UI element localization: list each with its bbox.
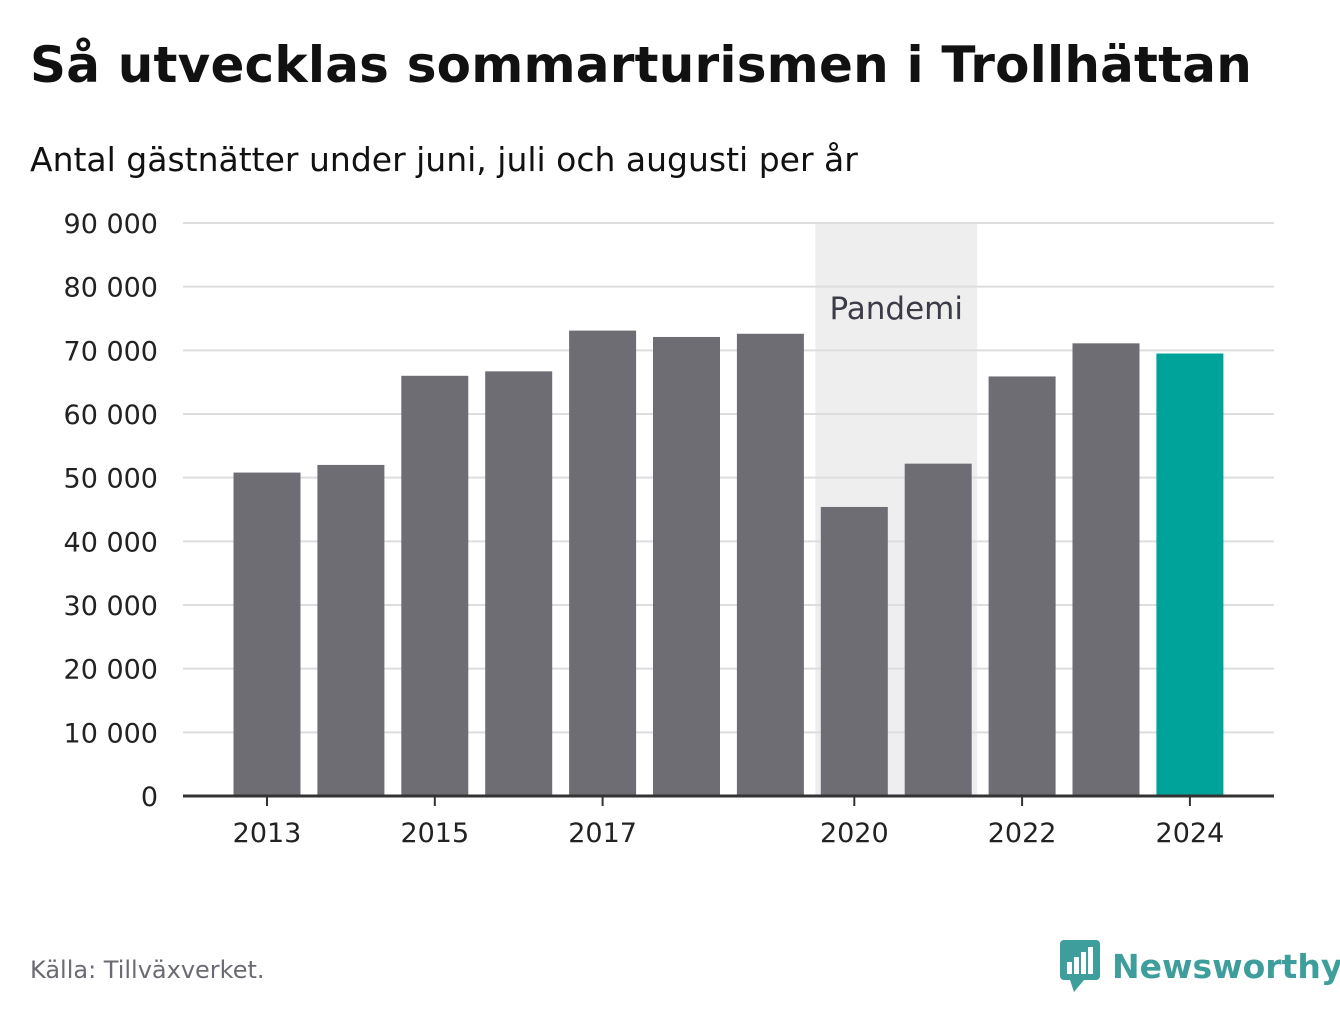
pandemic-label: Pandemi (829, 291, 963, 327)
y-tick-label: 20 000 (64, 655, 158, 686)
y-tick-label: 40 000 (64, 527, 158, 558)
bar-2014 (317, 465, 384, 796)
brand-logo: Newsworthy (1060, 940, 1340, 992)
y-tick-label: 10 000 (64, 718, 158, 749)
y-tick-label: 80 000 (64, 273, 158, 304)
x-tick-label: 2017 (568, 818, 637, 849)
bar-2016 (485, 371, 552, 796)
bar-2015 (401, 376, 468, 796)
y-tick-label: 70 000 (64, 336, 158, 367)
y-tick-label: 90 000 (64, 209, 158, 240)
bar-2018 (653, 337, 720, 796)
bar-2021 (905, 464, 972, 796)
x-tick-label: 2015 (400, 818, 469, 849)
bar-2024 (1156, 354, 1223, 796)
bar-2022 (989, 376, 1056, 796)
y-tick-label: 60 000 (64, 400, 158, 431)
y-tick-label: 50 000 (64, 464, 158, 495)
bar-2013 (234, 473, 301, 796)
bar-2023 (1073, 343, 1140, 796)
source-note: Källa: Tillväxverket. (30, 956, 265, 984)
y-tick-label: 30 000 (64, 591, 158, 622)
x-tick-label: 2022 (988, 818, 1057, 849)
newsworthy-logo-icon (1060, 940, 1100, 992)
x-tick-label: 2024 (1156, 818, 1225, 849)
x-tick-label: 2013 (233, 818, 302, 849)
x-tick-label: 2020 (820, 818, 889, 849)
bar-2019 (737, 334, 804, 796)
y-tick-label: 0 (141, 782, 158, 813)
bar-chart: Pandemi 0 10 000 20 000 30 000 40 000 50 000 60… (0, 0, 1340, 900)
brand-name: Newsworthy (1112, 947, 1340, 986)
bar-2017 (569, 331, 636, 796)
bar-2020 (821, 507, 888, 796)
